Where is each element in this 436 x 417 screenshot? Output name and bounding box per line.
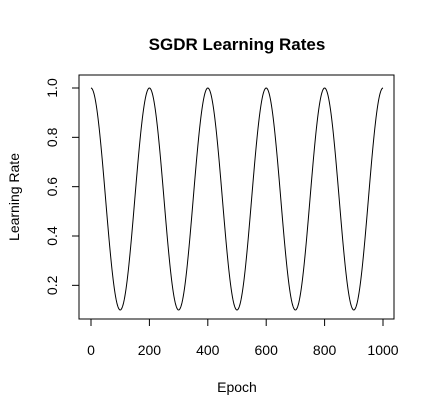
y-axis-label: Learning Rate [6, 153, 22, 241]
y-axis: 0.2 0.4 0.6 0.8 1.0 [44, 78, 80, 295]
x-tick-label: 800 [313, 342, 337, 358]
y-tick-label: 0.6 [44, 177, 60, 197]
series-line [90, 87, 384, 311]
x-tick-label: 200 [138, 342, 162, 358]
x-tick-label: 400 [196, 342, 220, 358]
chart-title: SGDR Learning Rates [149, 35, 326, 54]
y-tick-label: 1.0 [44, 78, 60, 98]
x-axis-label: Epoch [217, 379, 257, 395]
x-axis: 0 200 400 600 800 1000 [87, 318, 399, 358]
y-tick-label: 0.2 [44, 275, 60, 295]
x-tick-label: 1000 [367, 342, 398, 358]
x-tick-label: 600 [255, 342, 279, 358]
x-tick-label: 0 [87, 342, 95, 358]
series-layer [90, 87, 384, 311]
y-tick-label: 0.8 [44, 127, 60, 147]
y-tick-label: 0.4 [44, 226, 60, 246]
